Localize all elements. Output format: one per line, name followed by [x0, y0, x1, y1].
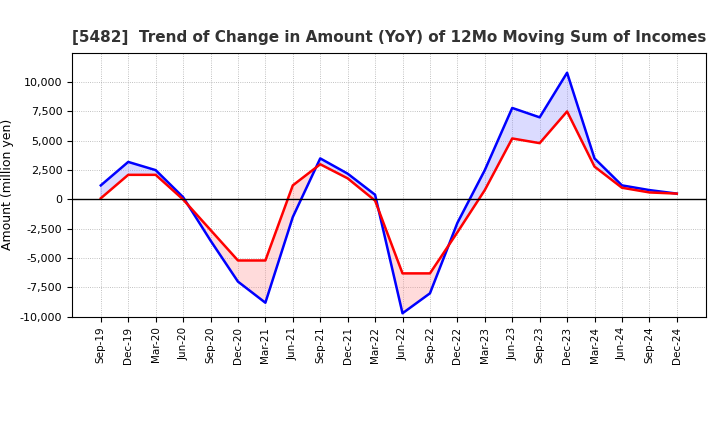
- Net Income: [672, 191, 681, 196]
- Line: Net Income: Net Income: [101, 111, 677, 273]
- Ordinary Income: [289, 214, 297, 220]
- Line: Ordinary Income: Ordinary Income: [101, 73, 677, 313]
- Title: [5482]  Trend of Change in Amount (YoY) of 12Mo Moving Sum of Incomes: [5482] Trend of Change in Amount (YoY) o…: [71, 29, 706, 45]
- Net Income: [233, 258, 242, 263]
- Net Income: [371, 198, 379, 203]
- Net Income: [563, 109, 572, 114]
- Net Income: [453, 230, 462, 235]
- Ordinary Income: [151, 168, 160, 173]
- Net Income: [151, 172, 160, 177]
- Ordinary Income: [426, 291, 434, 296]
- Ordinary Income: [618, 183, 626, 188]
- Ordinary Income: [96, 183, 105, 188]
- Ordinary Income: [398, 311, 407, 316]
- Ordinary Income: [371, 192, 379, 198]
- Net Income: [289, 183, 297, 188]
- Net Income: [124, 172, 132, 177]
- Net Income: [480, 187, 489, 193]
- Y-axis label: Amount (million yen): Amount (million yen): [1, 119, 14, 250]
- Ordinary Income: [672, 191, 681, 196]
- Ordinary Income: [206, 238, 215, 243]
- Ordinary Income: [316, 156, 325, 161]
- Net Income: [96, 196, 105, 201]
- Ordinary Income: [508, 105, 516, 110]
- Ordinary Income: [590, 156, 599, 161]
- Ordinary Income: [343, 171, 352, 176]
- Ordinary Income: [480, 168, 489, 173]
- Net Income: [398, 271, 407, 276]
- Net Income: [536, 140, 544, 146]
- Ordinary Income: [233, 279, 242, 284]
- Net Income: [179, 197, 187, 202]
- Ordinary Income: [124, 159, 132, 165]
- Ordinary Income: [179, 194, 187, 200]
- Net Income: [261, 258, 270, 263]
- Net Income: [206, 227, 215, 233]
- Net Income: [618, 185, 626, 191]
- Net Income: [426, 271, 434, 276]
- Net Income: [343, 176, 352, 181]
- Ordinary Income: [453, 220, 462, 226]
- Ordinary Income: [563, 70, 572, 75]
- Net Income: [316, 161, 325, 167]
- Net Income: [508, 136, 516, 141]
- Ordinary Income: [261, 300, 270, 305]
- Ordinary Income: [536, 115, 544, 120]
- Net Income: [645, 190, 654, 195]
- Net Income: [590, 164, 599, 169]
- Ordinary Income: [645, 187, 654, 193]
